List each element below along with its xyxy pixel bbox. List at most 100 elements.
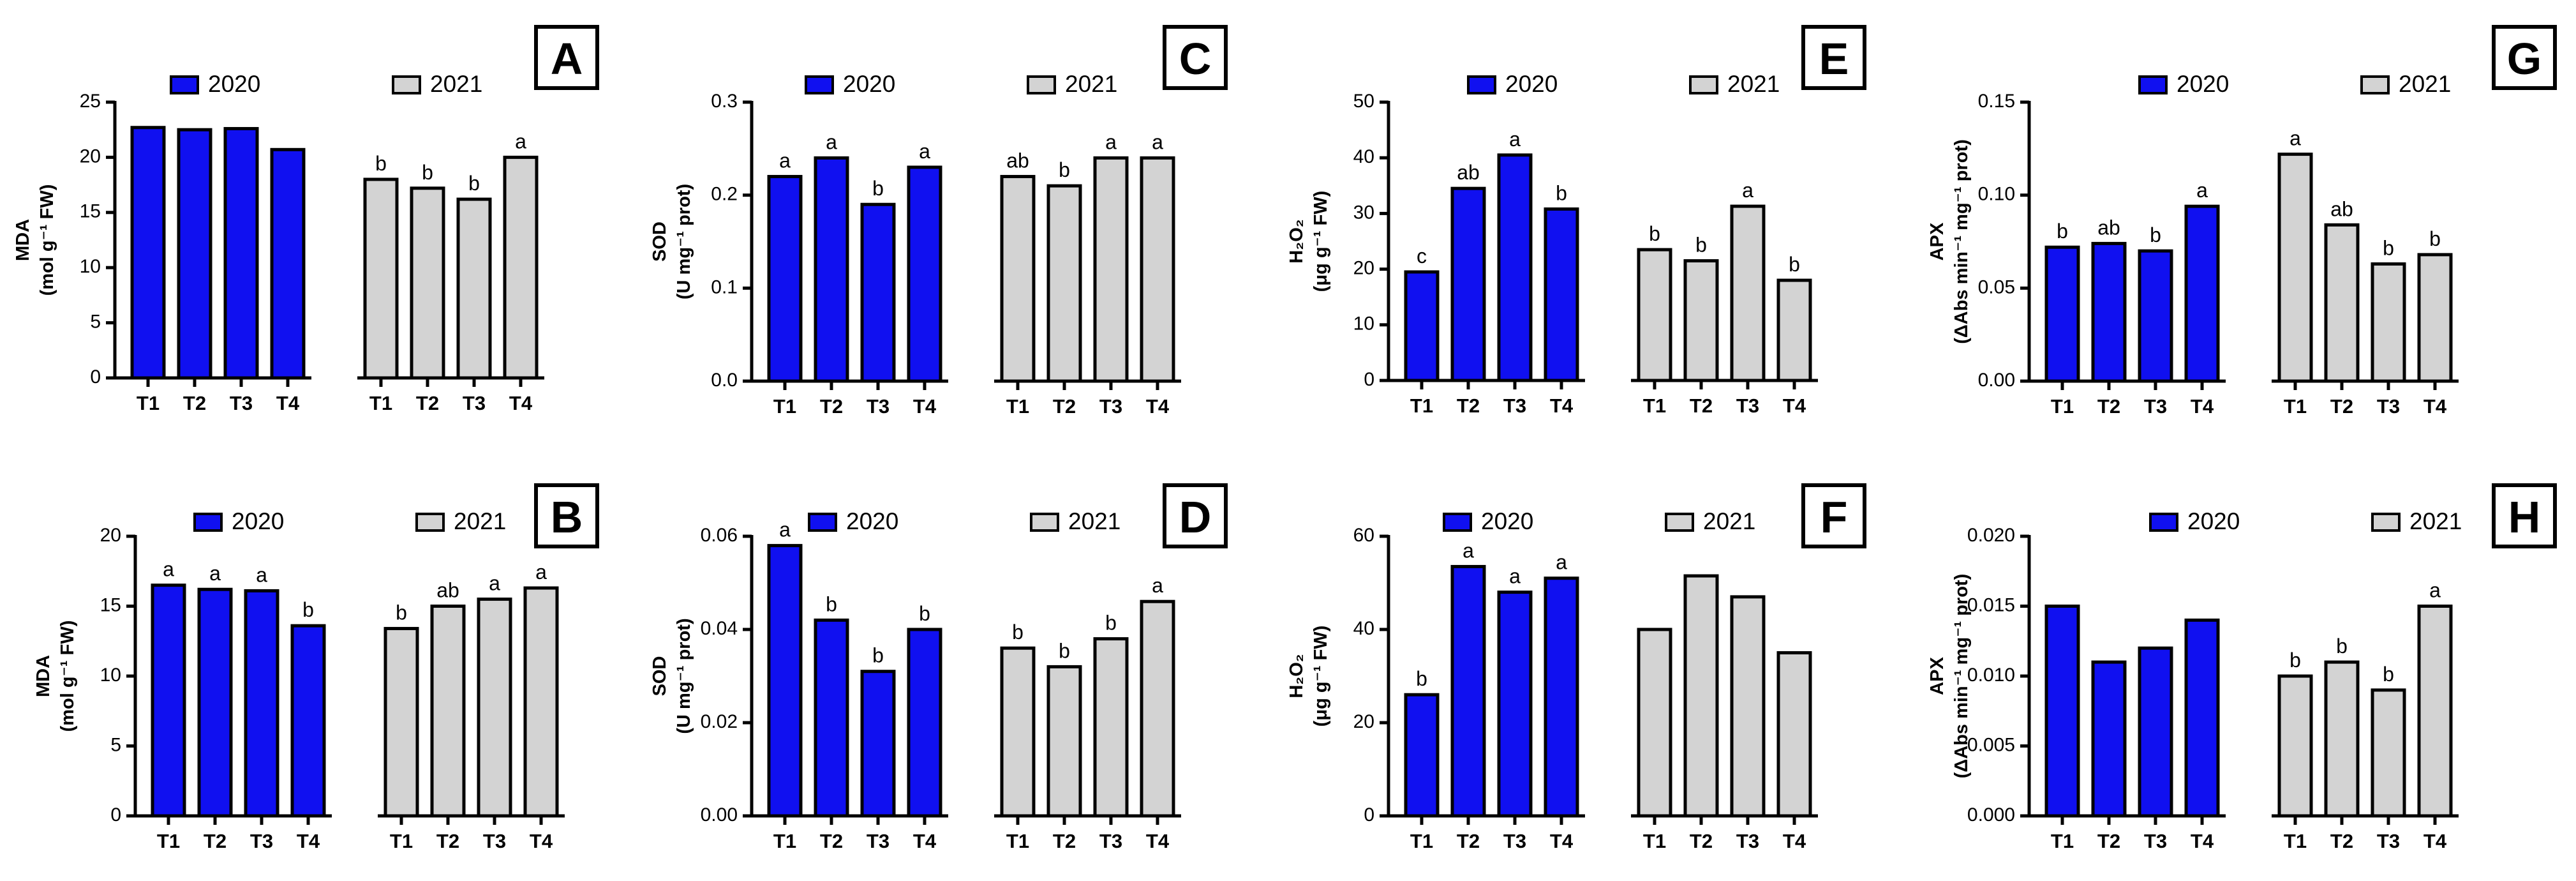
significance-letter: b [872, 177, 884, 200]
bar-2021-t2 [2324, 660, 2360, 818]
bar-2020-t1 [767, 175, 803, 383]
y-tick-label: 40 [1353, 146, 1374, 167]
bar-2020-t3 [2138, 646, 2173, 818]
bar-2020-t2 [1450, 564, 1486, 818]
significance-letter: a [826, 130, 837, 153]
significance-letter: a [1509, 128, 1521, 151]
y-tick-label: 25 [80, 91, 101, 112]
legend-label-2021: 2021 [2409, 508, 2462, 534]
panel-letter: H [2508, 492, 2541, 542]
significance-letter: b [2057, 220, 2068, 243]
x-tick-label: T3 [1099, 395, 1122, 418]
legend-swatch-2021 [1027, 75, 1056, 94]
y-tick-label: 0.2 [711, 184, 738, 205]
y-tick-label: 0.00 [701, 804, 738, 825]
significance-letter: b [1649, 222, 1660, 245]
panel-c: 0.0 0.1 0.2 0.3 SOD (U mg⁻¹ prot) a T1 a T2 b T3 a T4… [650, 25, 1228, 418]
significance-letter: a [2289, 127, 2301, 150]
x-tick-label: T1 [773, 830, 796, 852]
significance-letter: a [515, 130, 526, 153]
x-tick-label: T3 [463, 392, 486, 414]
y-tick-label: 10 [100, 665, 121, 686]
x-tick-label: T2 [436, 830, 459, 852]
bar-2021-t3 [456, 197, 492, 380]
x-tick-label: T2 [1053, 830, 1076, 852]
legend-swatch-2020 [170, 75, 199, 94]
significance-letter: b [396, 601, 407, 624]
x-tick-label: T1 [2051, 830, 2074, 852]
y-tick-label: 60 [1353, 525, 1374, 546]
significance-letter: b [2289, 649, 2301, 672]
y-axis-label: (mol g⁻¹ FW) [37, 184, 57, 296]
significance-letter: a [1463, 539, 1474, 562]
legend-label-2021: 2021 [430, 71, 482, 97]
significance-letter: a [209, 562, 221, 585]
bar-2021-t2 [430, 605, 466, 818]
y-axis-label: MDA [13, 219, 33, 261]
significance-letter: a [1509, 565, 1521, 588]
x-tick-label: T4 [913, 395, 937, 418]
legend-swatch-2020 [2138, 75, 2168, 94]
bar-2020-t2 [814, 156, 849, 383]
significance-letter: a [1152, 574, 1163, 597]
x-tick-label: T3 [2144, 395, 2167, 418]
bar-2020-t1 [2044, 245, 2080, 383]
panel-letter-box [1801, 25, 1866, 90]
x-tick-label: T4 [276, 392, 300, 414]
significance-letter: b [2150, 223, 2161, 246]
bar-2020-t1 [2044, 605, 2080, 818]
legend-label-2021: 2021 [1727, 71, 1780, 97]
y-tick-label: 5 [90, 312, 101, 333]
x-tick-label: T4 [1146, 830, 1170, 852]
x-tick-label: T1 [1410, 830, 1433, 852]
significance-letter: a [256, 563, 267, 586]
legend-label-2021: 2021 [1065, 71, 1117, 97]
bar-2021-t3 [1093, 637, 1129, 818]
y-tick-label: 0 [90, 366, 101, 388]
x-tick-label: T1 [2051, 395, 2074, 418]
bar-2020-t1 [1404, 693, 1440, 818]
bar-2020-t1 [767, 544, 803, 818]
y-tick-label: 0.10 [1978, 184, 2015, 205]
x-tick-label: T1 [1410, 395, 1433, 417]
x-tick-label: T4 [913, 830, 937, 852]
bar-2020-t4 [290, 624, 326, 818]
significance-letter: a [2196, 179, 2208, 202]
significance-letter: b [826, 592, 837, 615]
legend-label-2020: 2020 [846, 508, 898, 534]
panel-letter-box [1801, 483, 1866, 548]
panel-letter: D [1179, 492, 1212, 542]
y-axis-label: SOD [650, 222, 670, 262]
significance-letter: b [1695, 234, 1707, 257]
significance-letter: b [2383, 663, 2394, 686]
panel-b: 0 5 10 15 20 MDA (mol g⁻¹ FW) a T1 a T2 a T3 b T4 b T1 ab… [33, 483, 599, 852]
x-tick-label: T2 [2097, 830, 2120, 852]
significance-letter: ab [1457, 161, 1480, 184]
y-axis-label: (U mg⁻¹ prot) [674, 618, 694, 734]
y-tick-label: 40 [1353, 618, 1374, 639]
y-tick-label: 0.010 [1967, 665, 2015, 686]
significance-letter: b [2429, 227, 2441, 250]
x-tick-label: T2 [183, 392, 206, 414]
y-tick-label: 0.3 [711, 91, 738, 112]
y-axis-label: H₂O₂ [1286, 654, 1307, 698]
x-tick-label: T4 [1550, 830, 1574, 852]
y-tick-label: 0.0 [711, 370, 738, 391]
legend-swatch-2020 [1443, 513, 1472, 532]
significance-letter: a [1105, 130, 1117, 153]
legend-label-2021: 2021 [454, 508, 506, 534]
y-tick-label: 0.00 [1978, 370, 2015, 391]
legend-swatch-2021 [2360, 75, 2390, 94]
bar-2021-t2 [1046, 665, 1082, 818]
panel-f: 0 20 40 60 H₂O₂ (μg g⁻¹ FW) b T1 a T2 a T3 a T4 T1 T2 T3… [1286, 483, 1866, 852]
bar-2021-t4 [1776, 651, 1812, 818]
significance-letter: c [1417, 245, 1427, 267]
y-tick-label: 30 [1353, 202, 1374, 223]
bar-2020-t3 [860, 202, 896, 383]
legend-swatch-2021 [392, 75, 421, 94]
x-tick-label: T3 [1099, 830, 1122, 852]
panel-letter: F [1820, 492, 1848, 542]
bar-2020-t3 [860, 670, 896, 818]
panel-letter: G [2507, 34, 2542, 84]
y-axis-label: APX [1927, 657, 1947, 695]
